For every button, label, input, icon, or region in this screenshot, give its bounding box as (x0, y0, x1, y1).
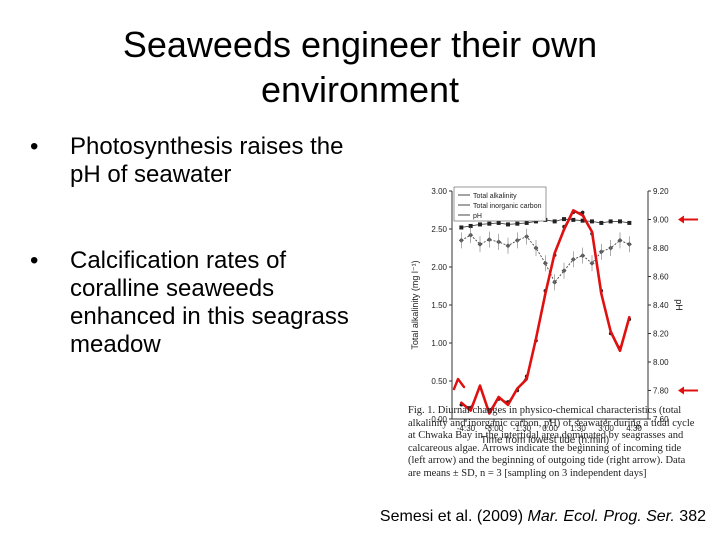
bullet-text: Photosynthesis raises the pH of seawater (70, 133, 344, 188)
x-tick-label: 4:30 (626, 424, 642, 433)
data-point-alkalinity (590, 219, 594, 224)
x-tick-label: 1:30 (570, 424, 586, 433)
y-tick-label: 2.50 (431, 225, 447, 234)
y-tick-label: 1.50 (431, 301, 447, 310)
data-point-alkalinity (524, 220, 529, 225)
y-axis-label: Total alkalinity (mg l⁻¹) (410, 260, 420, 349)
y2-tick-label: 7.60 (653, 415, 669, 424)
y2-tick-label: 8.00 (653, 358, 669, 367)
data-point-alkalinity (580, 218, 585, 223)
citation-volume: 382 (674, 508, 706, 525)
legend-label: Total inorganic carbon (473, 203, 542, 210)
y-tick-label: 1.00 (431, 339, 447, 348)
data-point-alkalinity (618, 219, 622, 224)
y2-tick-label: 9.00 (653, 216, 669, 225)
bullet-dot-icon: • (30, 247, 39, 274)
data-point-alkalinity (478, 222, 482, 227)
data-point-alkalinity (459, 225, 464, 230)
citation-authors: Semesi et al. (2009) (379, 508, 528, 525)
x-tick-label: 3:00 (598, 424, 614, 433)
chart-legend: Total alkalinity Total inorganic carbon pH (453, 186, 547, 222)
y2-tick-label: 8.60 (653, 273, 669, 282)
citation-journal: Mar. Ecol. Prog. Ser. (527, 508, 675, 525)
y2-tick-label: 9.20 (653, 187, 669, 196)
x-tick-label: -4:30 (457, 424, 476, 433)
data-point-alkalinity (534, 219, 538, 224)
data-point-alkalinity (487, 221, 492, 226)
y2-tick-label: 8.40 (653, 301, 669, 310)
y-tick-label: 3.00 (431, 187, 447, 196)
bullet-list: • Photosynthesis raises the pH of seawat… (30, 133, 360, 417)
data-point-alkalinity (627, 220, 632, 225)
red-start-hook (452, 377, 466, 391)
chart-axes: 0.00 0.50 1.00 1.50 2.00 2.50 3.00 7.60 7.80 8.00… (431, 187, 669, 433)
y2-axis-label: pH (674, 299, 684, 311)
figure-caption: Fig. 1. Diurnal changes in physico-chemi… (408, 405, 695, 479)
data-point-alkalinity (599, 220, 604, 225)
y2-tick-label: 8.20 (653, 330, 669, 339)
x-tick-label: -1:30 (513, 424, 532, 433)
data-point-pH (580, 210, 585, 215)
slide-title: Seaweeds engineer their own environment (122, 24, 598, 110)
data-point-alkalinity (571, 217, 576, 222)
legend-label: Total alkalinity (473, 193, 517, 200)
x-axis-label: Time from lowest tide (h:min) (481, 435, 610, 446)
series-line-3 (461, 211, 630, 412)
x-tick-label: -3:00 (485, 424, 504, 433)
pH-alkalinity-chart: 0.00 0.50 1.00 1.50 2.00 2.50 3.00 7.60 7.80 8.00… (410, 186, 698, 446)
bullet-text: Calcification rates of coralline seaweed… (70, 247, 349, 358)
y-tick-label: 0.00 (431, 415, 447, 424)
bullet-item: • Photosynthesis raises the pH of seawat… (30, 133, 360, 189)
data-point-alkalinity (506, 222, 510, 227)
red-annotations (452, 209, 698, 415)
red-arrow-high-pH-head (678, 215, 684, 224)
data-point-alkalinity (552, 219, 557, 224)
citation: Semesi et al. (2009) Mar. Ecol. Prog. Se… (380, 508, 706, 526)
y2-tick-label: 7.80 (653, 387, 669, 396)
x-tick-label: 0:00 (542, 424, 558, 433)
data-point-alkalinity (496, 220, 501, 225)
y-tick-label: 2.00 (431, 263, 447, 272)
data-point-alkalinity (608, 219, 613, 224)
data-point-alkalinity (562, 217, 566, 222)
y-tick-label: 0.50 (431, 377, 447, 386)
y2-tick-label: 8.80 (653, 244, 669, 253)
red-pH-trace (460, 209, 631, 415)
bullet-item: • Calcification rates of coralline seawe… (30, 247, 360, 359)
bullet-dot-icon: • (30, 133, 39, 160)
data-point-alkalinity (515, 221, 520, 226)
legend-label: pH (473, 213, 482, 220)
data-point-alkalinity (468, 223, 473, 228)
red-arrow-low-pH-head (678, 386, 684, 395)
